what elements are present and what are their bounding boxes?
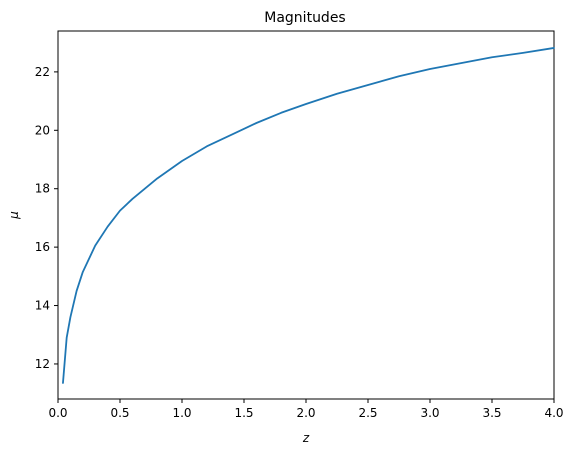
plot-area [57,30,555,400]
x-tick-label: 1.0 [172,406,191,420]
chart-title: Magnitudes [264,10,345,26]
y-tick-label: 12 [35,357,50,371]
x-tick-label: 3.5 [482,406,501,420]
y-tick-label: 22 [35,65,50,79]
x-tick-label: 0.0 [48,406,67,420]
x-tick-label: 2.5 [358,406,377,420]
plot-frame [57,30,555,400]
y-tick-label: 16 [35,240,50,254]
y-tick-label: 14 [35,299,50,313]
y-tick-label: 18 [35,182,50,196]
x-tick-label: 0.5 [110,406,129,420]
x-axis-label: z [302,431,310,445]
y-axis-ticks: 12 14 16 18 20 22 [35,65,58,371]
series-line [62,47,555,384]
y-tick-label: 20 [35,123,50,137]
y-axis-label: μ [7,211,21,220]
x-axis-ticks: 0.0 0.5 1.0 1.5 2.0 2.5 3.0 3.5 4.0 [48,399,564,420]
x-tick-label: 1.5 [234,406,253,420]
x-tick-label: 2.0 [296,406,315,420]
x-tick-label: 4.0 [544,406,563,420]
x-tick-label: 3.0 [420,406,439,420]
series-layer [62,47,555,384]
